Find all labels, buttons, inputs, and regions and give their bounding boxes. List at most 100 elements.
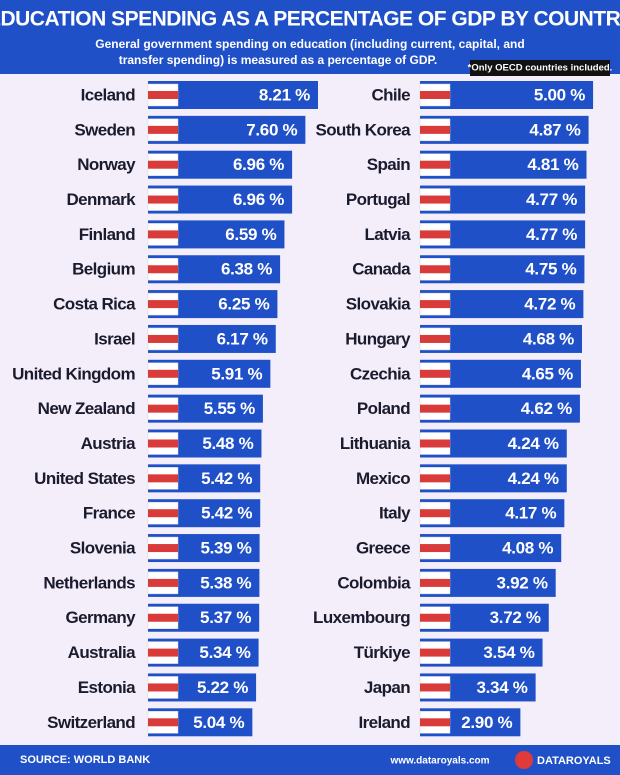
value-label: 4.72 % [524, 295, 575, 314]
category-label: Australia [68, 643, 136, 662]
value-label: 4.24 % [508, 469, 559, 488]
flag-stripe [420, 509, 450, 518]
category-label: Germany [65, 608, 136, 627]
value-label: 3.92 % [497, 573, 548, 592]
category-label: Colombia [337, 573, 411, 592]
category-label: Chile [371, 85, 410, 104]
value-label: 5.42 % [201, 469, 252, 488]
value-label: 4.17 % [505, 504, 556, 523]
flag-stripe [420, 404, 450, 413]
value-label: 4.77 % [526, 225, 577, 244]
flag-stripe [420, 683, 450, 692]
flag-stripe [148, 125, 178, 134]
value-label: 5.37 % [200, 608, 251, 627]
value-label: 5.22 % [197, 678, 248, 697]
category-label: Poland [357, 399, 410, 418]
flag-stripe [148, 613, 178, 622]
category-label: Ireland [358, 713, 410, 732]
value-label: 6.96 % [233, 155, 284, 174]
category-label: Canada [352, 260, 411, 279]
flag-stripe [148, 474, 178, 483]
category-label: Portugal [346, 190, 410, 209]
value-label: 6.38 % [221, 260, 272, 279]
flag-stripe [420, 369, 450, 378]
note-box [470, 60, 610, 76]
category-label: Latvia [364, 225, 411, 244]
category-label: France [83, 504, 135, 523]
flag-stripe [148, 195, 178, 204]
value-label: 5.34 % [199, 643, 250, 662]
category-label: Czechia [350, 364, 411, 383]
category-label: Finland [79, 225, 135, 244]
flag-stripe [420, 439, 450, 448]
value-label: 4.77 % [526, 190, 577, 209]
flag-stripe [420, 300, 450, 309]
category-label: Spain [367, 155, 411, 174]
flag-stripe [420, 544, 450, 553]
value-label: 3.54 % [483, 643, 534, 662]
value-label: 7.60 % [246, 120, 297, 139]
flag-stripe [420, 648, 450, 657]
value-label: 5.91 % [211, 364, 262, 383]
flag-stripe [420, 195, 450, 204]
flag-stripe [148, 230, 178, 239]
subtitle: transfer spending) is measured as a perc… [119, 53, 438, 67]
category-label: Costa Rica [53, 295, 136, 314]
value-label: 4.08 % [502, 539, 553, 558]
value-label: 8.21 % [259, 85, 310, 104]
source: SOURCE: WORLD BANK [20, 754, 150, 766]
value-label: 6.17 % [217, 329, 268, 348]
value-label: 5.00 % [534, 85, 585, 104]
value-label: 4.87 % [529, 120, 580, 139]
value-label: 5.48 % [202, 434, 253, 453]
flag-stripe [148, 439, 178, 448]
category-label: Slovenia [70, 539, 136, 558]
flag-stripe [420, 160, 450, 169]
flag-stripe [420, 578, 450, 587]
value-label: 4.62 % [521, 399, 572, 418]
flag-stripe [148, 578, 178, 587]
category-label: Estonia [78, 678, 136, 697]
value-label: 6.25 % [218, 295, 269, 314]
flag-stripe [420, 91, 450, 99]
brand: DATAROYALS [537, 755, 611, 767]
flag-stripe [420, 613, 450, 622]
category-label: Austria [81, 434, 137, 453]
value-label: 4.24 % [508, 434, 559, 453]
value-label: 4.81 % [527, 155, 578, 174]
value-label: 5.04 % [193, 713, 244, 732]
flag-stripe [148, 544, 178, 553]
flag-stripe [148, 160, 178, 169]
value-label: 4.65 % [522, 364, 573, 383]
subtitle: General government spending on education… [95, 37, 524, 51]
category-label: Lithuania [340, 434, 411, 453]
url: www.dataroyals.com [389, 756, 489, 767]
flag-stripe [420, 265, 450, 274]
value-label: 5.42 % [201, 504, 252, 523]
flag-stripe [148, 300, 178, 309]
value-label: 4.75 % [525, 260, 576, 279]
flag-stripe [148, 683, 178, 692]
value-label: 4.68 % [523, 329, 574, 348]
category-label: Israel [94, 329, 135, 348]
category-label: Türkiye [354, 643, 410, 662]
category-label: Iceland [81, 85, 136, 104]
flag-stripe [148, 718, 178, 727]
category-label: Denmark [66, 190, 136, 209]
flag-stripe [420, 474, 450, 483]
category-label: Switzerland [47, 713, 135, 732]
flag-stripe [148, 509, 178, 518]
category-label: Belgium [72, 260, 135, 279]
value-label: 6.59 % [225, 225, 276, 244]
value-label: 5.39 % [200, 539, 251, 558]
value-label: 2.90 % [461, 713, 512, 732]
category-label: Italy [379, 504, 411, 523]
value-label: 5.55 % [204, 399, 255, 418]
value-label: 3.34 % [476, 678, 527, 697]
flag-stripe [420, 718, 450, 727]
category-label: United States [34, 469, 135, 488]
flag-stripe [420, 125, 450, 134]
note: *Only OECD countries included. [468, 63, 613, 74]
category-label: Luxembourg [313, 608, 410, 627]
